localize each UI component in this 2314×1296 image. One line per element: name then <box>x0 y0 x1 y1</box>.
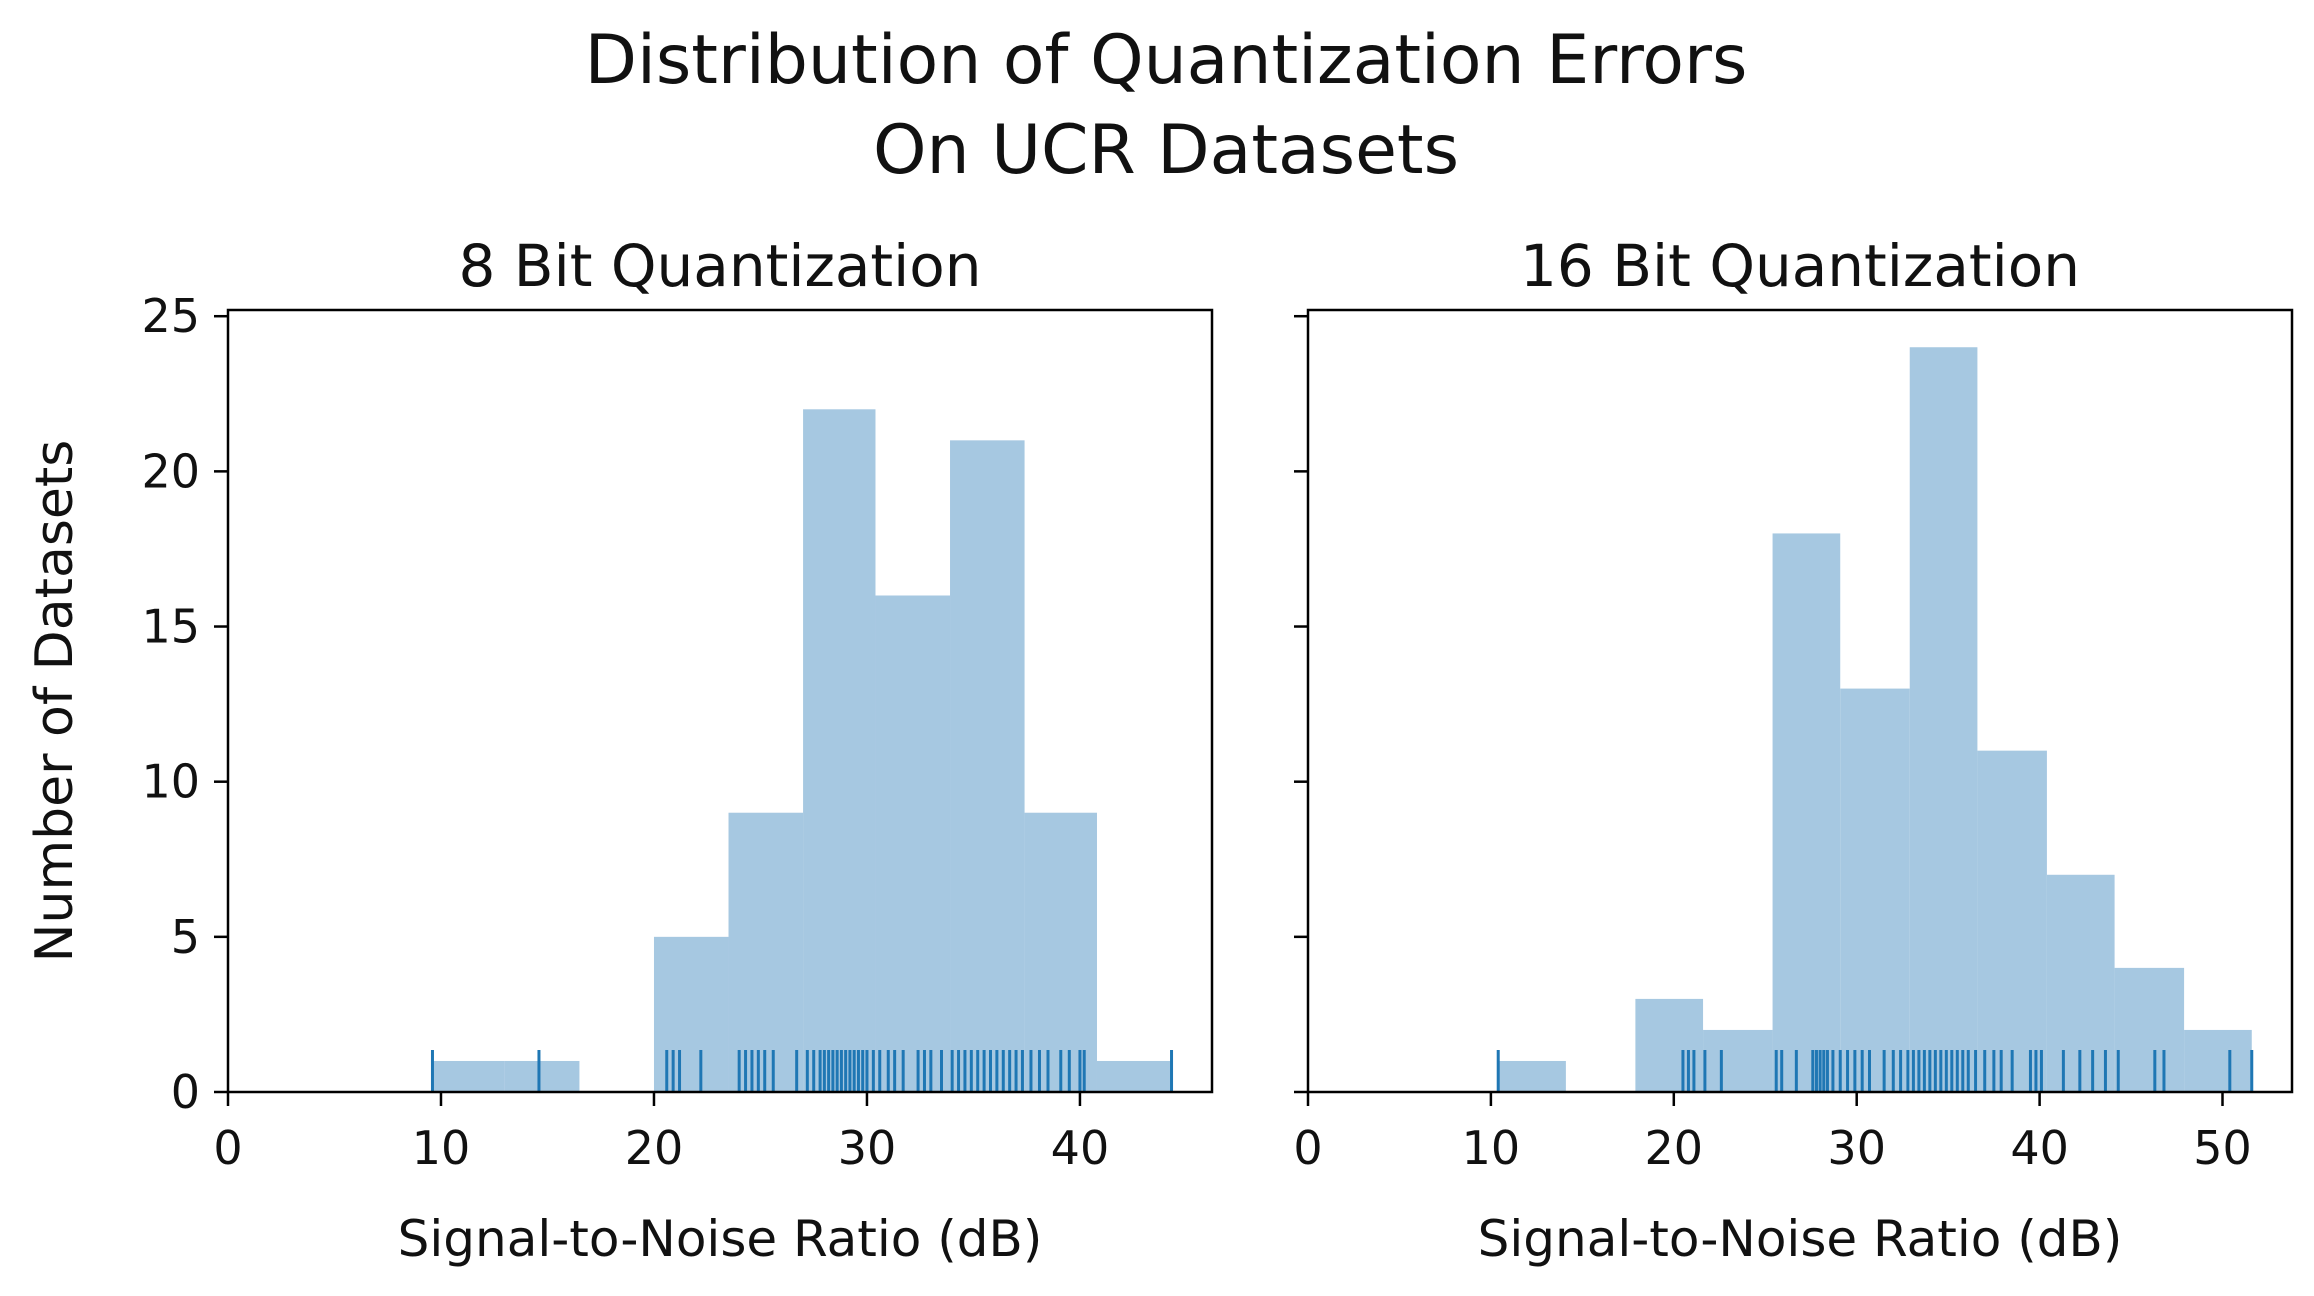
histogram-bar-9 <box>2184 1029 2252 1092</box>
x-tick-label-4: 40 <box>2010 1121 2069 1175</box>
histogram-bar-8 <box>1096 1060 1172 1092</box>
y-tick-label-2: 10 <box>141 755 200 809</box>
y-axis-label: Number of Datasets <box>25 440 85 963</box>
y-tick-label-5: 25 <box>141 289 200 343</box>
histogram-bar-5 <box>1909 347 1978 1092</box>
x-axis-label: Signal-to-Noise Ratio (dB) <box>398 1210 1043 1268</box>
histogram-bar-4 <box>803 409 876 1092</box>
figure-title-line2: On UCR Datasets <box>873 111 1459 190</box>
histogram-8bit: 0 10 20 30 40 0 5 10 15 20 25 8 Bit Quantization Sig… <box>25 232 1214 1268</box>
histogram-bar-2 <box>653 936 729 1092</box>
histogram-bar-3 <box>1772 533 1841 1092</box>
histogram-bar-0 <box>432 1060 505 1092</box>
x-tick-label-0: 0 <box>213 1121 242 1175</box>
histogram-bar-7 <box>1024 812 1097 1092</box>
histogram-bar-2 <box>1703 1029 1773 1092</box>
figure-title-line1: Distribution of Quantization Errors <box>585 21 1748 100</box>
x-tick-label-3: 30 <box>838 1121 897 1175</box>
x-tick-label-1: 10 <box>412 1121 471 1175</box>
x-tick-label-2: 20 <box>625 1121 684 1175</box>
subplot-title: 16 Bit Quantization <box>1520 232 2080 300</box>
x-tick-label-2: 20 <box>1645 1121 1704 1175</box>
histogram-bar-6 <box>1977 750 2047 1092</box>
histogram-bar-4 <box>1840 688 1910 1092</box>
y-tick-label-1: 5 <box>171 910 200 964</box>
histogram-16bit: 0 10 20 30 40 50 16 Bit Quantization Signal-to-… <box>1293 232 2294 1268</box>
x-axis-label: Signal-to-Noise Ratio (dB) <box>1478 1210 2123 1268</box>
y-tick-label-4: 20 <box>141 444 200 498</box>
x-tick-label-4: 40 <box>1051 1121 1110 1175</box>
x-tick-label-1: 10 <box>1462 1121 1521 1175</box>
histogram-bar-8 <box>2114 967 2185 1092</box>
y-tick-label-3: 15 <box>141 600 200 654</box>
axes-frame <box>1306 308 2294 1094</box>
y-tick-label-0: 0 <box>171 1065 200 1119</box>
histogram-bar-3 <box>728 812 804 1092</box>
histogram-bar-1 <box>1635 998 1704 1092</box>
x-tick-label-5: 50 <box>2193 1121 2252 1175</box>
subplot-title: 8 Bit Quantization <box>458 232 981 300</box>
histogram-bar-1 <box>504 1060 580 1092</box>
x-tick-label-3: 30 <box>1827 1121 1886 1175</box>
histogram-bar-6 <box>950 440 1025 1092</box>
histogram-bar-0 <box>1498 1060 1566 1092</box>
axes-frame <box>226 308 1214 1094</box>
x-tick-label-0: 0 <box>1293 1121 1322 1175</box>
histogram-bar-5 <box>875 595 951 1092</box>
